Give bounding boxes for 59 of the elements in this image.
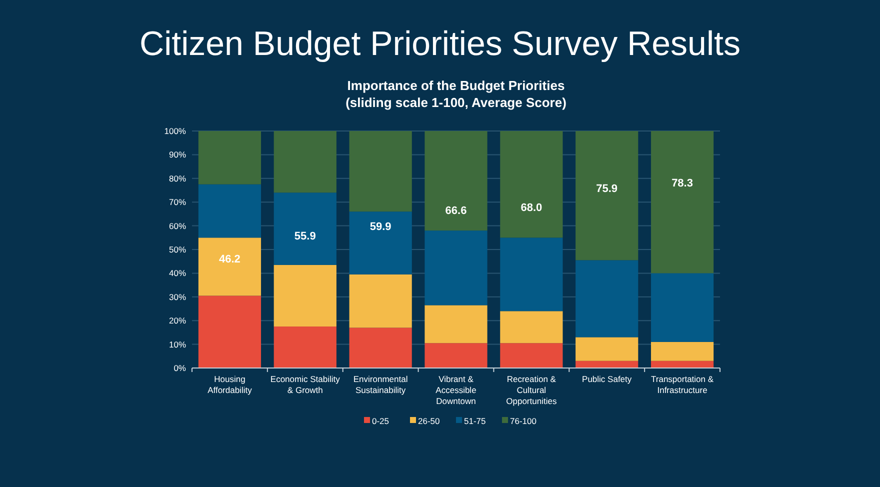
bar xyxy=(198,131,262,184)
legend-label: 0-25 xyxy=(372,416,390,426)
bar xyxy=(650,360,714,368)
chart-subtitle: Importance of the Budget Priorities (sliding scale 1-100, Average Score) xyxy=(346,78,566,110)
bar xyxy=(500,131,563,238)
bar xyxy=(424,230,488,306)
bar xyxy=(349,131,412,212)
y-tick-label: 70% xyxy=(168,197,186,208)
legend-label: 76-100 xyxy=(510,416,537,426)
annotation: 75.9 xyxy=(596,183,618,196)
x-tick-label: Vibrant & Accessible Downtown xyxy=(436,374,477,406)
y-tick-label: 100% xyxy=(164,126,186,136)
bar xyxy=(576,260,638,338)
annotation: 55.9 xyxy=(294,230,316,243)
y-tick-label: 80% xyxy=(168,173,186,184)
bar xyxy=(500,238,563,312)
y-tick-label: 40% xyxy=(168,268,186,278)
y-tick-label: 0% xyxy=(174,363,186,373)
legend-label: 26-50 xyxy=(418,416,440,426)
bar xyxy=(349,274,412,328)
y-tick-label: 90% xyxy=(168,150,186,160)
bar xyxy=(650,273,714,342)
bar xyxy=(650,342,714,361)
y-tick-label: 10% xyxy=(168,339,186,350)
annotation: 78.3 xyxy=(672,177,693,190)
bar xyxy=(500,343,563,368)
x-tick-label: Public Safety xyxy=(582,374,632,384)
bar xyxy=(274,192,336,265)
chart-title: Citizen Budget Priorities Survey Results xyxy=(140,25,740,63)
y-tick-label: 20% xyxy=(168,316,186,326)
bar xyxy=(198,184,262,238)
bar xyxy=(349,212,412,274)
annotation: 66.6 xyxy=(445,205,467,218)
bar xyxy=(424,305,488,344)
bar xyxy=(424,131,488,231)
bar xyxy=(576,337,638,361)
x-tick-label: Economic Stability & Growth xyxy=(270,374,341,395)
bar xyxy=(274,131,336,193)
y-tick-label: 50% xyxy=(168,244,186,254)
bar xyxy=(274,264,336,327)
y-tick-label: 30% xyxy=(168,292,186,302)
x-tick-label: Housing Affordability xyxy=(208,374,253,395)
x-tick-label: Environmental Sustainability xyxy=(353,374,408,395)
bar xyxy=(576,131,638,260)
annotation: 46.2 xyxy=(219,254,240,266)
bar xyxy=(650,131,714,274)
annotation: 68.0 xyxy=(520,202,542,214)
legend-label: 51-75 xyxy=(464,416,486,426)
bar xyxy=(274,326,336,368)
bar xyxy=(198,238,262,296)
x-tick-label: Recreation & Cultural Opportunities xyxy=(506,374,557,406)
bar xyxy=(576,360,638,368)
annotation: 59.9 xyxy=(370,221,392,234)
bar xyxy=(424,343,488,368)
bar xyxy=(500,311,563,344)
bar xyxy=(349,328,412,368)
x-tick-label: Transportation & Infrastructure xyxy=(651,374,714,395)
y-tick-label: 60% xyxy=(168,220,186,231)
bar xyxy=(198,296,262,368)
